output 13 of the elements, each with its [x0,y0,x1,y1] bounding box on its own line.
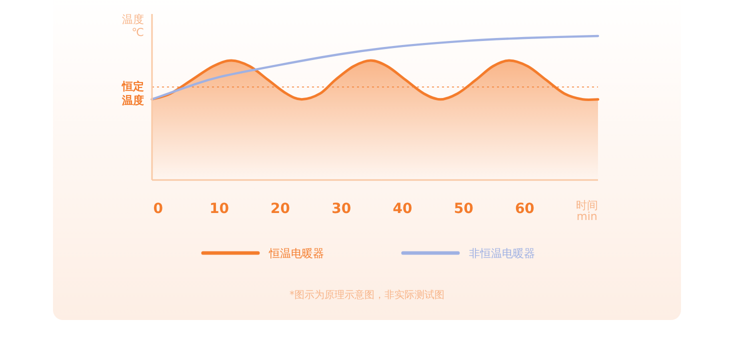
x-tick-label: 20 [270,201,290,217]
legend-label: 非恒温电暖器 [469,247,535,260]
x-tick-label: 50 [454,201,474,217]
x-tick-label: 0 [153,201,164,217]
ref-line-label: 恒定温度 [121,80,144,107]
text: *图示为原理示意图，非实际测试图 [290,289,444,301]
y-axis-title: 温度℃ [122,13,144,39]
legend-label: 恒温电暖器 [268,247,324,260]
x-tick-label: 60 [514,201,535,217]
x-tick-label: 30 [332,201,352,217]
x-tick-label: 40 [392,201,412,217]
x-axis-title: 时间 min [576,199,598,223]
x-tick-label: 10 [209,201,230,217]
